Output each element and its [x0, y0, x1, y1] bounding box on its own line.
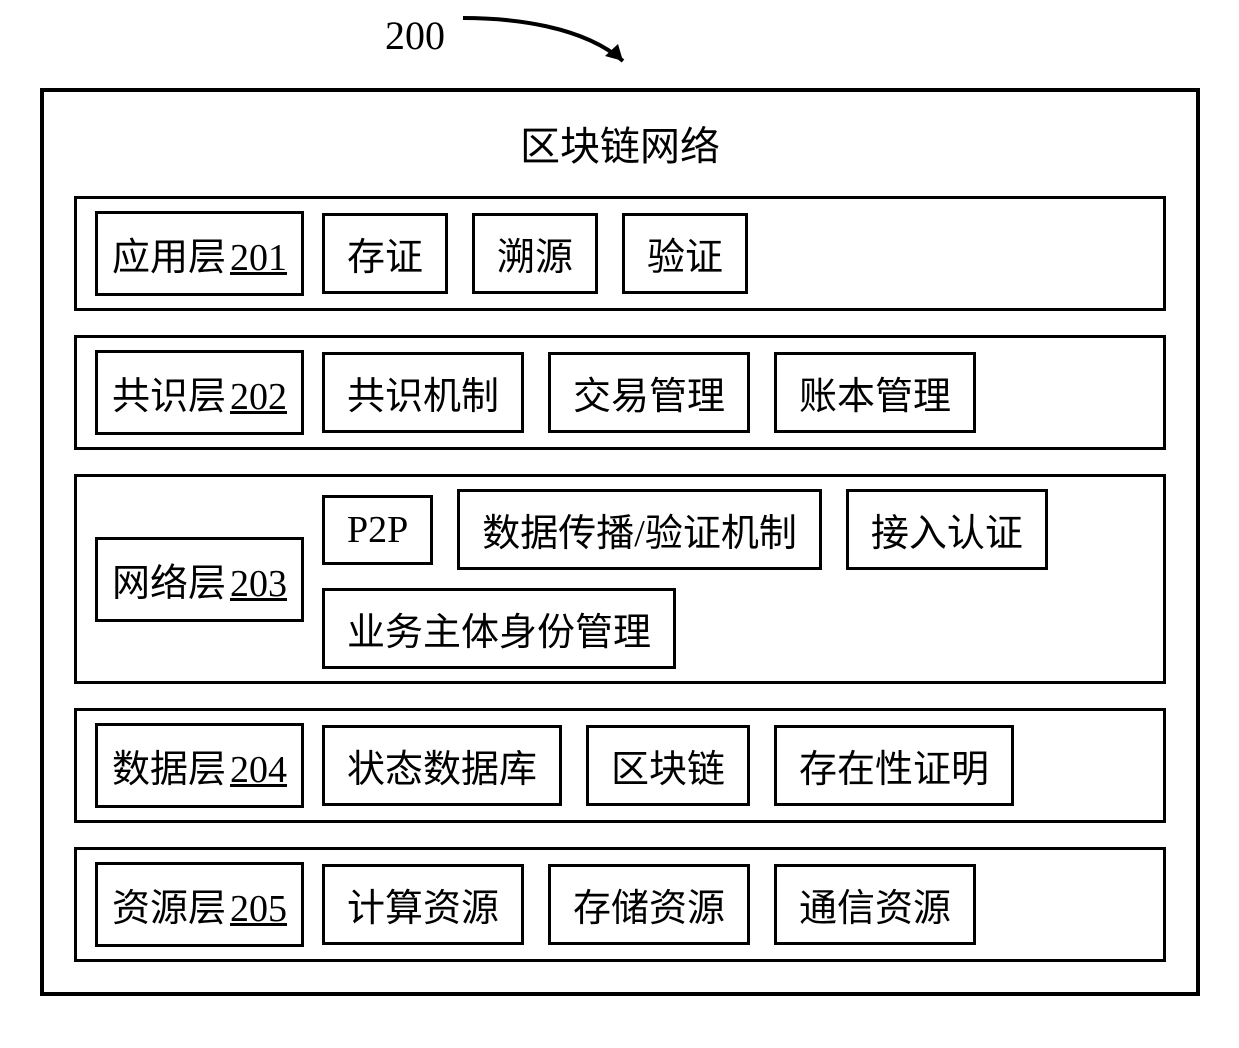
layer-name: 共识层 [112, 365, 226, 420]
diagram-title: 区块链网络 [74, 114, 1166, 172]
layer-item: 验证 [622, 213, 748, 294]
layer-name: 应用层 [112, 226, 226, 281]
layer-item: 账本管理 [774, 352, 976, 433]
layer-label-202: 共识层 202 [95, 350, 304, 435]
layer-label-203: 网络层 203 [95, 537, 304, 622]
layer-item: 数据传播/验证机制 [457, 489, 822, 570]
callout-arrow-icon [453, 6, 653, 86]
layer-item: 共识机制 [322, 352, 524, 433]
figure-callout: 200 [385, 6, 653, 86]
layer-item: 存在性证明 [774, 725, 1014, 806]
layer-row-201: 应用层 201存证溯源验证 [74, 196, 1166, 311]
layer-item: 溯源 [472, 213, 598, 294]
layer-items: 计算资源存储资源通信资源 [322, 864, 1145, 945]
layer-items: 共识机制交易管理账本管理 [322, 352, 1145, 433]
layer-number: 201 [226, 236, 287, 280]
layer-name: 网络层 [112, 552, 226, 607]
layer-number: 202 [226, 375, 287, 419]
layer-row-205: 资源层 205计算资源存储资源通信资源 [74, 847, 1166, 962]
layer-item: 区块链 [586, 725, 750, 806]
diagram-frame: 区块链网络 应用层 201存证溯源验证共识层 202共识机制交易管理账本管理网络… [40, 88, 1200, 996]
layer-items: 存证溯源验证 [322, 213, 1145, 294]
layers-container: 应用层 201存证溯源验证共识层 202共识机制交易管理账本管理网络层 203P… [74, 196, 1166, 962]
layer-number: 203 [226, 562, 287, 606]
layer-items: P2P 数据传播/验证机制接入认证业务主体身份管理 [322, 489, 1145, 669]
layer-row-204: 数据层 204状态数据库区块链存在性证明 [74, 708, 1166, 823]
layer-item: 接入认证 [846, 489, 1048, 570]
callout-number: 200 [385, 6, 453, 59]
layer-number: 204 [226, 748, 287, 792]
layer-item: 通信资源 [774, 864, 976, 945]
layer-name: 数据层 [112, 738, 226, 793]
layer-item: 交易管理 [548, 352, 750, 433]
layer-row-203: 网络层 203 P2P 数据传播/验证机制接入认证业务主体身份管理 [74, 474, 1166, 684]
layer-item: 业务主体身份管理 [322, 588, 676, 669]
layer-item: 计算资源 [322, 864, 524, 945]
layer-label-205: 资源层 205 [95, 862, 304, 947]
layer-label-204: 数据层 204 [95, 723, 304, 808]
layer-item: 存储资源 [548, 864, 750, 945]
layer-name: 资源层 [112, 877, 226, 932]
layer-number: 205 [226, 887, 287, 931]
layer-label-201: 应用层 201 [95, 211, 304, 296]
layer-row-202: 共识层 202共识机制交易管理账本管理 [74, 335, 1166, 450]
layer-item: 状态数据库 [322, 725, 562, 806]
layer-item: P2P [322, 495, 433, 565]
layer-item: 存证 [322, 213, 448, 294]
layer-items: 状态数据库区块链存在性证明 [322, 725, 1145, 806]
